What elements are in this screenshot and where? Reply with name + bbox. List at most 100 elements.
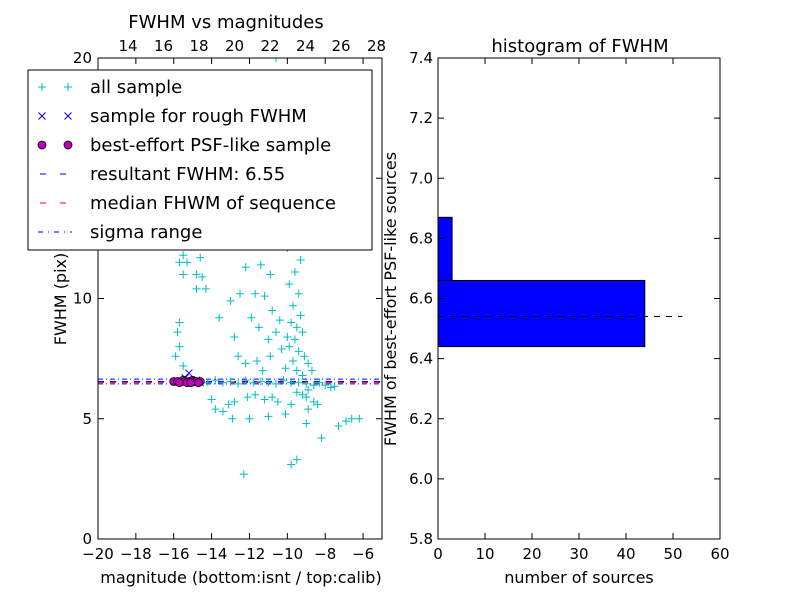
histogram-y-axis-label: FWHM of best-effort PSF-like sources — [381, 152, 400, 446]
histogram-y-tick-label: 7.0 — [409, 169, 433, 187]
all-sample-point — [290, 335, 299, 344]
legend-label: sample for rough FWHM — [90, 106, 307, 127]
rough-fwhm-point — [185, 369, 193, 377]
all-sample-point — [271, 58, 280, 62]
all-sample-point — [271, 328, 280, 337]
all-sample-point — [175, 342, 184, 351]
scatter-chart-title: FWHM vs magnitudes — [128, 12, 323, 33]
all-sample-point — [254, 323, 263, 332]
all-sample-point — [175, 258, 184, 267]
legend-entry: resultant FWHM: 6.55 — [38, 164, 285, 185]
all-sample-point — [298, 328, 307, 337]
all-sample-point — [304, 385, 313, 394]
all-sample-point — [298, 371, 307, 380]
all-sample-point — [215, 313, 224, 322]
all-sample-point — [294, 289, 303, 298]
scatter-x-tick-label: −6 — [352, 545, 374, 563]
all-sample-point — [218, 378, 227, 387]
scatter-x-tick-label: −10 — [272, 545, 304, 563]
all-sample-point — [175, 318, 184, 327]
all-sample-point — [294, 378, 303, 387]
all-sample-point — [287, 460, 296, 469]
histogram-x-tick-label: 0 — [433, 545, 443, 563]
all-sample-point — [224, 400, 233, 409]
all-sample-point — [292, 455, 301, 464]
legend-entry: all sample — [38, 77, 182, 98]
all-sample-point — [211, 376, 220, 385]
all-sample-point — [296, 256, 305, 265]
all-sample-point — [290, 268, 299, 277]
all-sample-point — [287, 378, 296, 387]
scatter-top-tick-label: 24 — [296, 37, 315, 55]
all-sample-point — [287, 400, 296, 409]
scatter-y-tick-label: 20 — [73, 49, 92, 67]
histogram-y-tick-label: 6.0 — [409, 470, 433, 488]
all-sample-point — [241, 376, 250, 385]
scatter-x-axis-label: magnitude (bottom:isnt / top:calib) — [100, 568, 381, 587]
all-sample-point — [285, 342, 294, 351]
all-sample-point — [266, 352, 275, 361]
all-sample-point — [243, 393, 252, 402]
all-sample-point — [304, 405, 313, 414]
histogram-y-tick-label: 5.8 — [409, 530, 433, 548]
all-sample-point — [179, 270, 188, 279]
legend-entry: median FHWM of sequence — [38, 193, 336, 214]
all-sample-point — [315, 378, 324, 387]
all-sample-point — [264, 412, 273, 421]
histogram-ticks: 0 10 20 30 40 50 60 5.8 6.0 6.2 6.4 6.6 6.8 7.0 7.2 7.4 — [409, 49, 729, 563]
legend-marker-x — [64, 112, 72, 120]
histogram-x-tick-label: 50 — [663, 545, 682, 563]
all-sample-point — [313, 400, 322, 409]
legend-label: sigma range — [90, 222, 202, 243]
all-sample-point — [207, 395, 216, 404]
histogram-bar — [437, 279, 646, 348]
legend-label: median FHWM of sequence — [90, 193, 336, 214]
all-sample-point — [289, 301, 298, 310]
histogram-title: histogram of FWHM — [491, 36, 668, 57]
legend-marker-plus — [38, 83, 46, 91]
all-sample-point — [241, 359, 250, 368]
all-sample-point — [300, 352, 309, 361]
all-sample-point — [256, 260, 265, 269]
histogram-bars — [437, 58, 720, 539]
scatter-top-tick-label: 26 — [331, 37, 350, 55]
all-sample-point — [230, 397, 239, 406]
legend-label: best-effort PSF-like sample — [90, 135, 331, 156]
scatter-x-tick-label: −20 — [82, 545, 114, 563]
legend-label: all sample — [90, 77, 182, 98]
all-sample-point — [179, 361, 188, 370]
scatter-y-tick-label: 5 — [82, 410, 92, 428]
scatter-top-tick-label: 22 — [260, 37, 279, 55]
legend-label: resultant FWHM: 6.55 — [90, 164, 285, 185]
legend-marker-plus — [64, 83, 72, 91]
all-sample-point — [302, 379, 311, 388]
all-sample-point — [292, 323, 301, 332]
all-sample-point — [236, 289, 244, 298]
all-sample-point — [192, 284, 201, 293]
all-sample-point — [218, 407, 227, 416]
all-sample-point — [260, 395, 269, 404]
scatter-y-tick-label: 10 — [73, 290, 92, 308]
scatter-top-tick-label: 18 — [189, 37, 208, 55]
scatter-x-tick-label: −18 — [120, 545, 152, 563]
scatter-top-tick-label: 28 — [367, 37, 386, 55]
all-sample-point — [347, 414, 356, 423]
scatter-x-tick-label: −16 — [158, 545, 190, 563]
all-sample-point — [245, 414, 254, 423]
legend-marker-x — [38, 112, 46, 120]
all-sample-point — [230, 332, 239, 341]
all-sample-point — [264, 335, 273, 344]
all-sample-point — [182, 258, 191, 267]
all-sample-point — [279, 376, 288, 385]
legend: all sample sample for rough FWHM best-effo… — [27, 69, 373, 251]
all-sample-point — [241, 263, 250, 272]
scatter-x-tick-label: −14 — [196, 545, 228, 563]
all-sample-point — [342, 417, 351, 426]
scatter-top-tick-label: 14 — [118, 37, 137, 55]
all-sample-point — [251, 289, 260, 298]
all-sample-point — [234, 352, 243, 361]
all-sample-point — [201, 284, 210, 293]
all-sample-point — [273, 397, 282, 406]
all-sample-point — [302, 419, 311, 428]
